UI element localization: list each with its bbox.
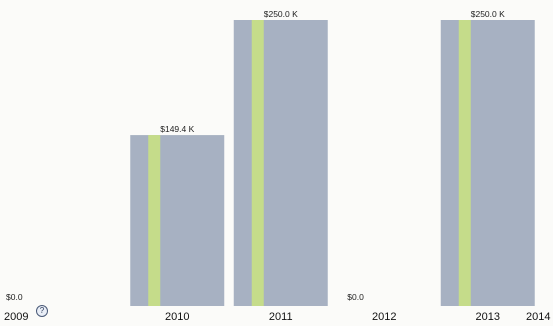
value-label-2011: $250.0 K [264,9,298,19]
value-label-2010: $149.4 K [160,124,194,134]
bar-highlight-2011 [251,20,264,306]
year-label-2010: 2010 [165,311,189,323]
value-label-2009: $0.0 [6,292,23,302]
bar-2013 [440,20,535,306]
value-label-2012: $0.0 [347,292,364,302]
year-label-2012: 2012 [372,311,396,323]
bar-highlight-2010 [148,135,161,306]
bar-highlight-2013 [458,20,471,306]
bar-2010 [130,135,225,306]
help-icon[interactable]: ? [36,305,48,317]
value-label-2013: $250.0 K [471,9,505,19]
bar-2011 [233,20,328,306]
year-label-2009: 2009 [4,311,28,323]
year-label-2013: 2013 [476,311,500,323]
year-label-2011: 2011 [269,311,293,323]
year-label-2014: 2014 [526,311,550,323]
